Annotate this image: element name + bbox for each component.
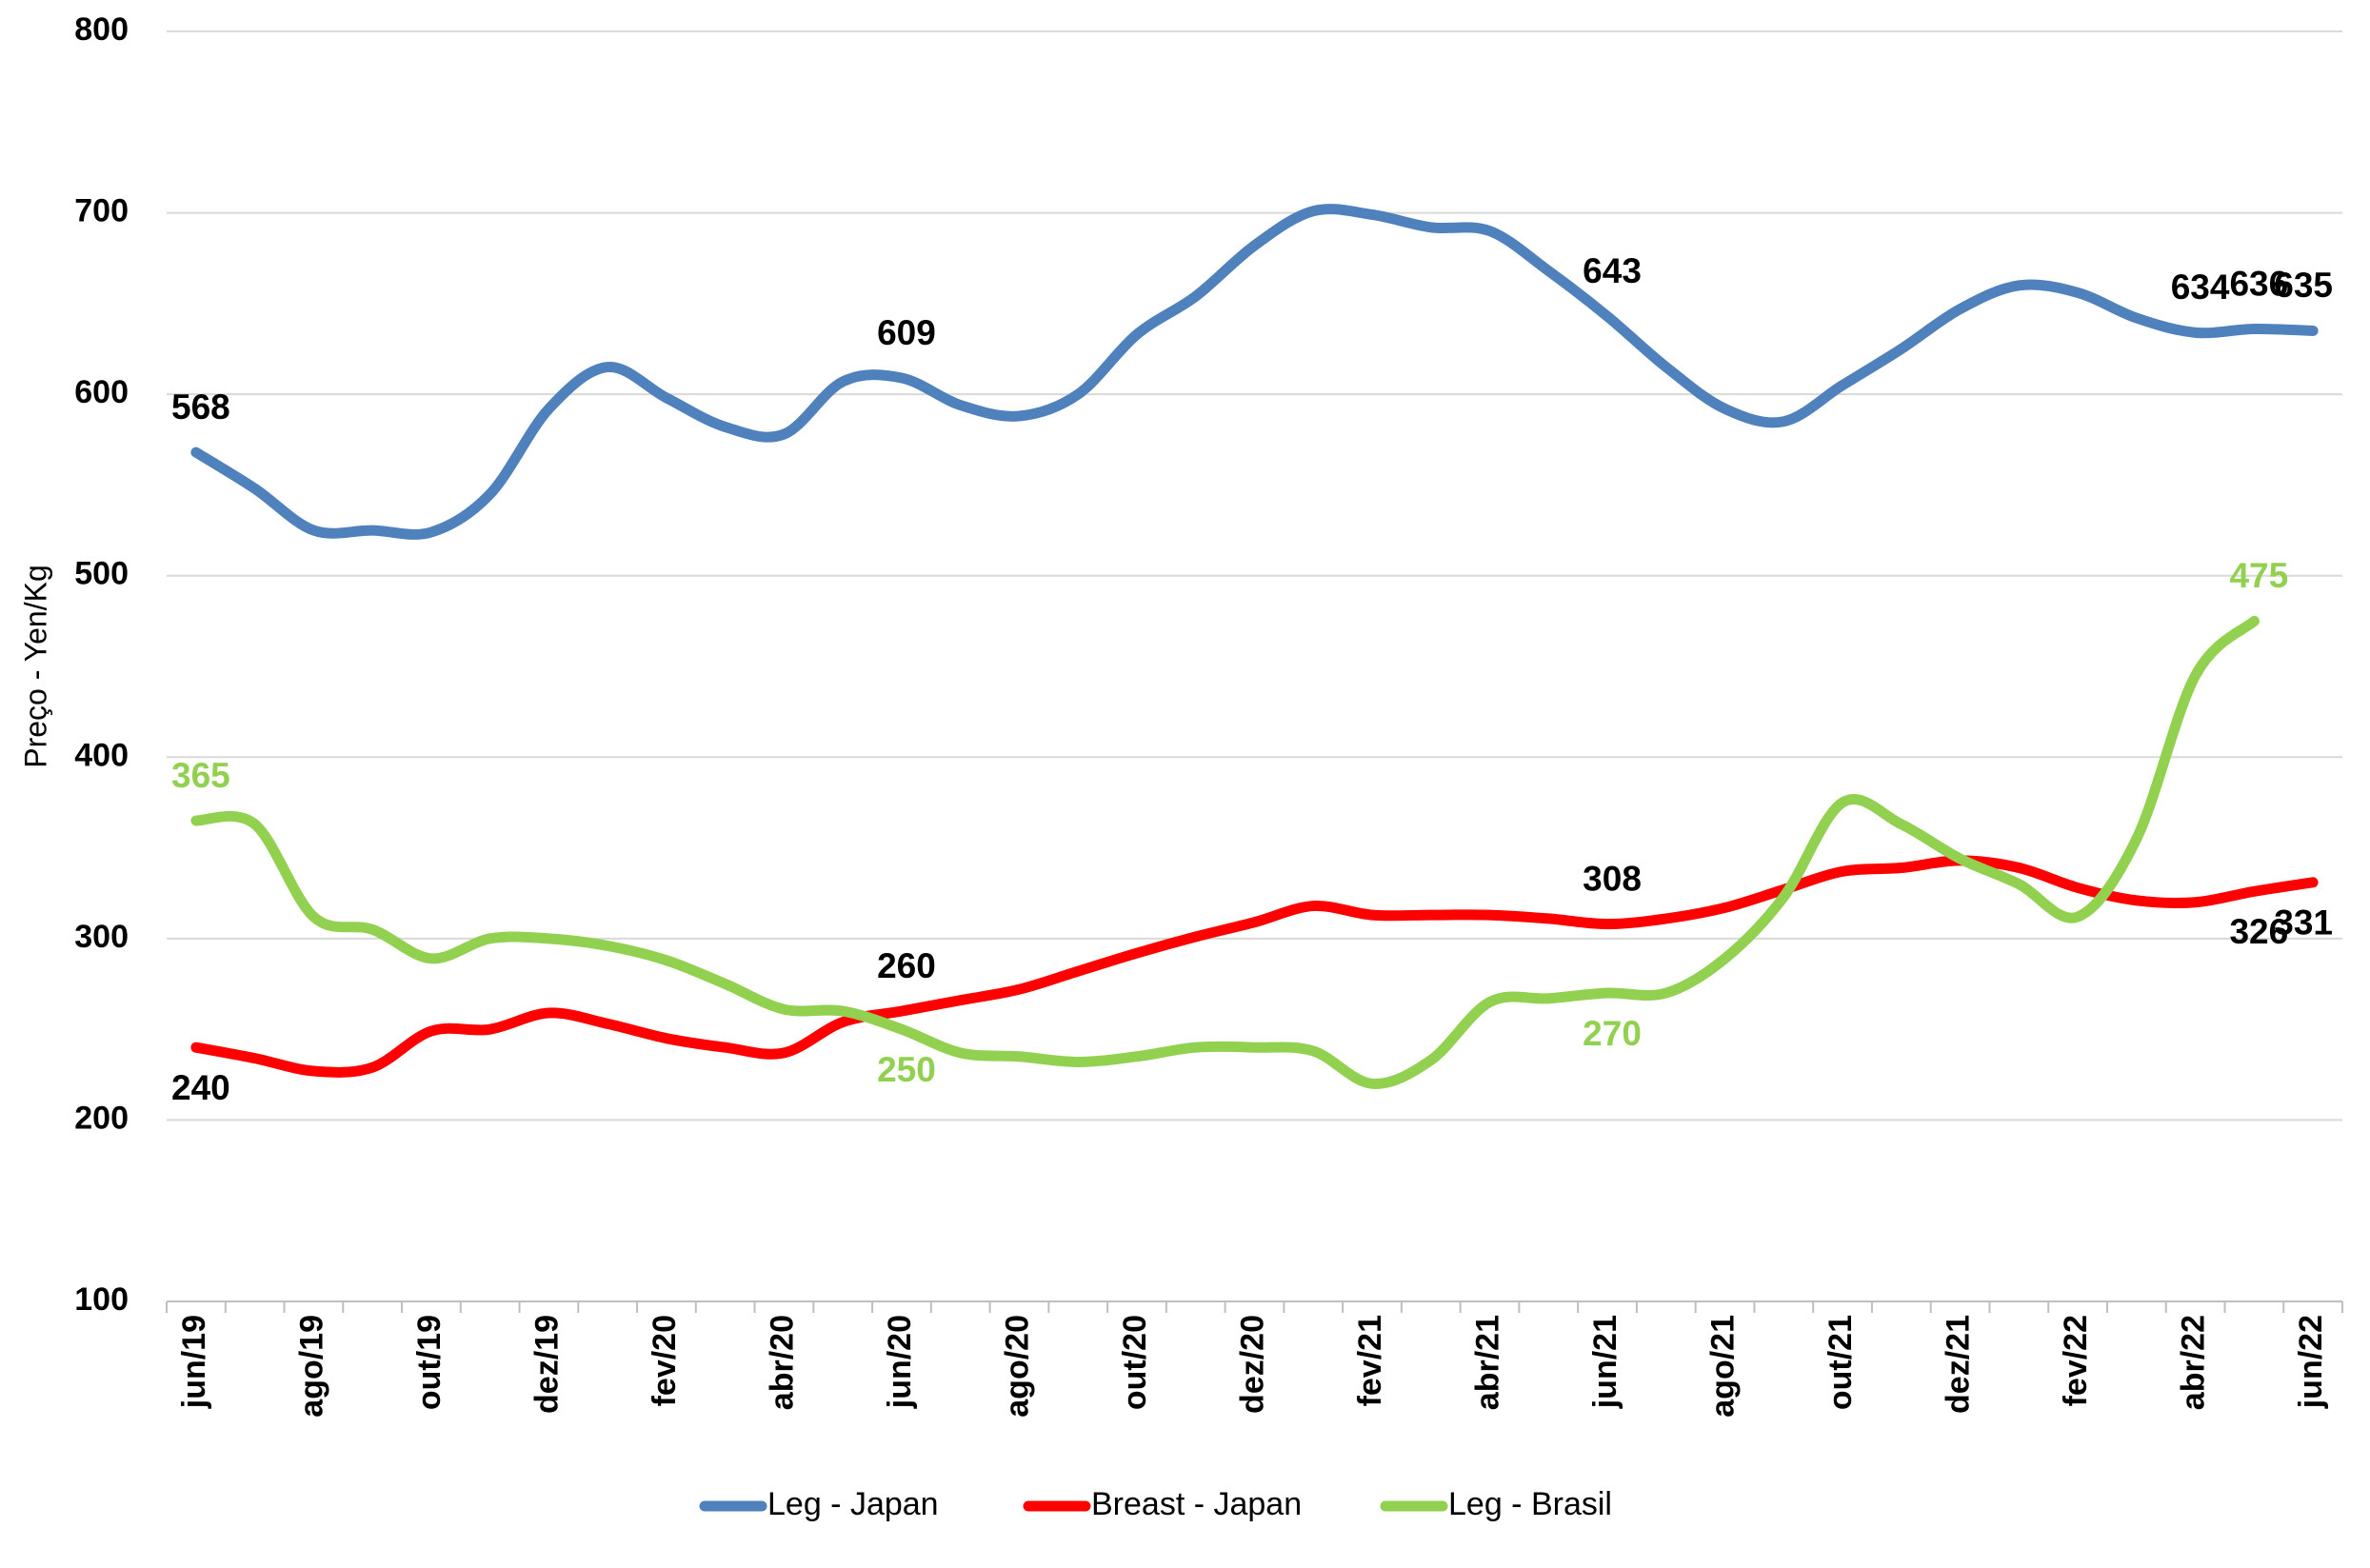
x-tick-label: fev/20 (647, 1315, 683, 1406)
y-tick-label: 700 (74, 193, 129, 229)
y-tick-label: 100 (74, 1281, 129, 1318)
x-tick-label: dez/20 (1234, 1315, 1270, 1414)
y-axis-label: Preço - Yen/Kg (18, 565, 52, 767)
y-tick-label: 500 (74, 556, 129, 592)
data-label: 260 (877, 946, 936, 985)
series-line (190, 615, 2260, 1089)
data-label: 475 (2229, 556, 2288, 595)
data-label: 250 (877, 1050, 936, 1089)
data-label: 643 (1583, 251, 1642, 290)
data-label: 568 (171, 387, 230, 427)
x-tick-label: abr/20 (764, 1315, 800, 1410)
data-label: 609 (877, 313, 936, 352)
x-tick-label: ago/20 (999, 1315, 1035, 1418)
data-label: 331 (2274, 903, 2333, 943)
x-tick-label: jun/22 (2293, 1315, 2329, 1409)
data-label: 634 (2171, 268, 2230, 307)
x-tick-label: jun/19 (176, 1315, 212, 1409)
legend-label: Breast - Japan (1091, 1486, 1302, 1522)
x-tick-label: jun/20 (882, 1315, 918, 1409)
x-tick-label: ago/21 (1705, 1315, 1742, 1418)
x-tick-label: dez/21 (1941, 1315, 1977, 1414)
y-tick-label: 400 (74, 737, 129, 773)
data-label: 308 (1583, 859, 1642, 898)
series-line (190, 204, 2319, 540)
data-label: 270 (1583, 1014, 1642, 1053)
x-tick-label: out/19 (411, 1315, 448, 1410)
x-tick-label: jun/21 (1587, 1315, 1623, 1409)
data-label: 326 (2229, 912, 2288, 951)
x-tick-label: out/20 (1117, 1315, 1153, 1410)
data-label: 240 (171, 1068, 230, 1107)
x-tick-label: abr/21 (1470, 1315, 1506, 1410)
x-tick-label: out/21 (1822, 1315, 1859, 1410)
legend-label: Leg - Japan (767, 1486, 939, 1522)
data-label: 636 (2229, 264, 2288, 303)
x-tick-label: fev/22 (2058, 1315, 2094, 1406)
y-tick-label: 600 (74, 374, 129, 410)
x-tick-label: fev/21 (1352, 1315, 1388, 1406)
legend-label: Leg - Brasil (1448, 1486, 1612, 1522)
x-tick-label: ago/19 (293, 1315, 329, 1418)
x-tick-label: dez/19 (528, 1315, 565, 1414)
y-tick-label: 200 (74, 1100, 129, 1136)
data-label: 635 (2274, 266, 2333, 305)
y-tick-label: 800 (74, 11, 129, 48)
x-tick-label: abr/22 (2176, 1315, 2212, 1410)
data-label: 365 (171, 756, 230, 795)
y-tick-label: 300 (74, 919, 129, 955)
series-line (190, 855, 2319, 1078)
